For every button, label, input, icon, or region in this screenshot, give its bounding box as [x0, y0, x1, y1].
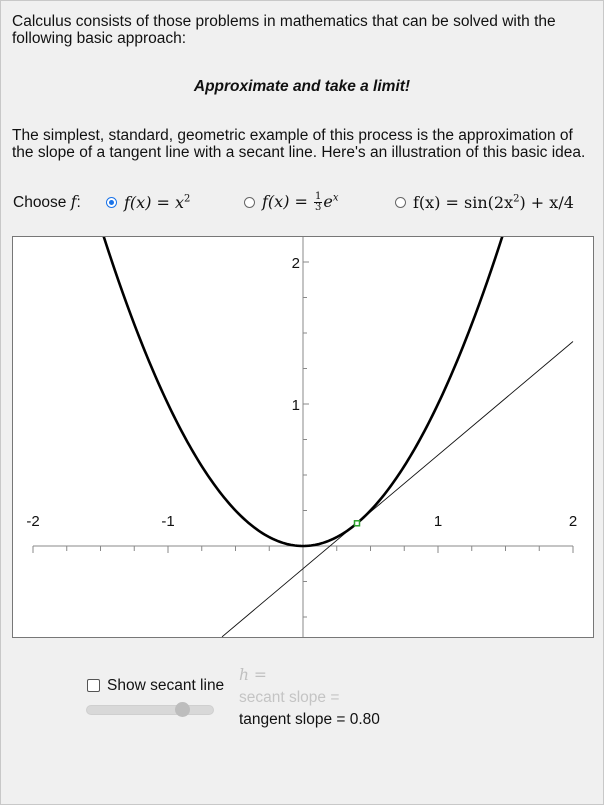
chooser-label: Choose f:: [13, 193, 81, 212]
secant-checkbox-label[interactable]: Show secant line: [107, 677, 224, 695]
x-tick-label: 2: [569, 513, 577, 530]
tangent-slope-readout: tangent slope = 0.80: [239, 711, 380, 729]
formula-exp: f(x) = 1 3 ex: [262, 192, 339, 213]
y-tick-label: 2: [292, 255, 300, 272]
y-tick-label: 1: [292, 397, 300, 414]
secant-controls: Show secant line h = secant slope = tang…: [86, 670, 446, 730]
radio-x-squared[interactable]: [106, 197, 117, 208]
plot-svg: -2 -1 1 2 1 2: [13, 237, 593, 637]
secant-slope-readout: secant slope =: [239, 689, 339, 707]
x-tick-label: 1: [434, 513, 442, 530]
secant-checkbox[interactable]: [87, 679, 100, 692]
h-readout: h =: [239, 666, 267, 684]
tangent-point: [355, 521, 360, 526]
intro-paragraph: Calculus consists of those problems in m…: [12, 13, 590, 47]
radio-sin[interactable]: [395, 197, 406, 208]
function-plot[interactable]: -2 -1 1 2 1 2: [12, 236, 594, 638]
emphasis-text: Approximate and take a limit!: [12, 78, 592, 95]
function-chooser: Choose f: f(x) = x2 f(x) = 1 3 ex f(x) = s…: [12, 191, 597, 213]
radio-exp[interactable]: [244, 197, 255, 208]
x-tick-label: -2: [26, 513, 39, 530]
x-tick-label: -1: [161, 513, 174, 530]
formula-x-squared: f(x) = x2: [124, 193, 190, 212]
option-exp[interactable]: f(x) = 1 3 ex: [244, 191, 339, 213]
option-x-squared[interactable]: f(x) = x2: [106, 191, 190, 213]
tangent-line: [222, 342, 573, 637]
h-slider-thumb[interactable]: [175, 702, 190, 717]
h-slider-track[interactable]: [86, 705, 214, 715]
description-paragraph: The simplest, standard, geometric exampl…: [12, 127, 590, 161]
option-sin[interactable]: f(x) = sin(2x2) + x/4: [395, 191, 574, 213]
formula-sin: f(x) = sin(2x2) + x/4: [413, 193, 574, 212]
